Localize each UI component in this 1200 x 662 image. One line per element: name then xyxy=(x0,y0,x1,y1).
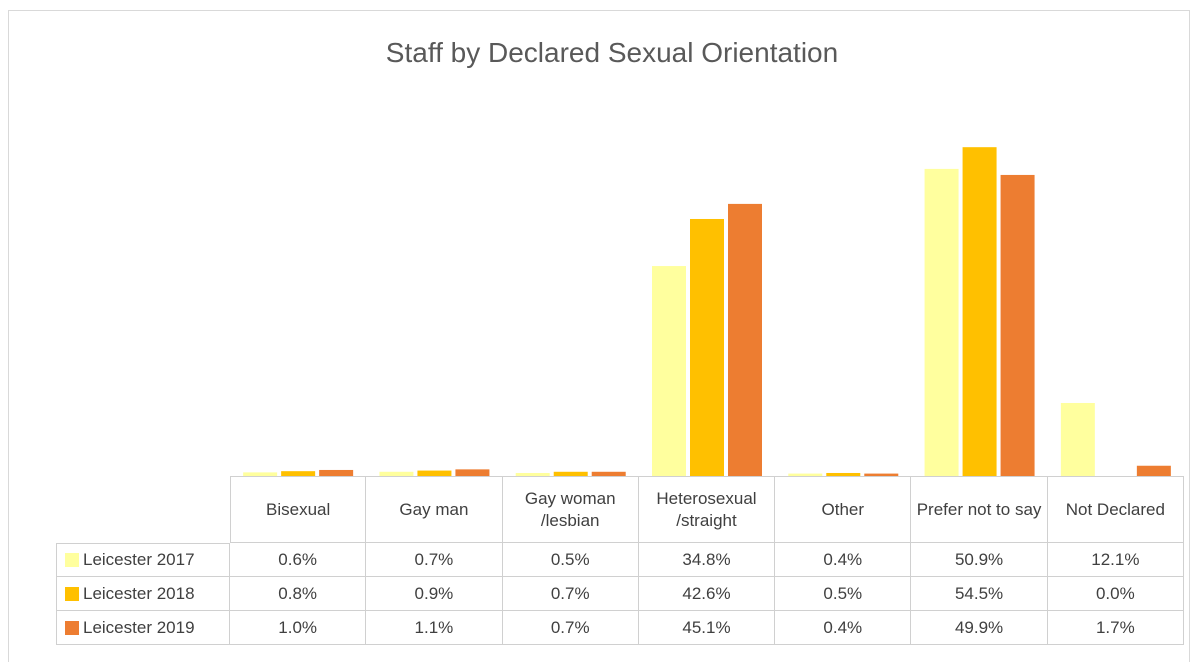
category-label: Heterosexual /straight xyxy=(638,476,776,543)
bar xyxy=(924,168,959,477)
value-label: 42.6% xyxy=(638,577,776,611)
category-label: Gay woman /lesbian xyxy=(502,476,639,543)
legend-swatch xyxy=(65,553,79,567)
bar xyxy=(962,147,997,476)
value-label: 0.4% xyxy=(775,611,912,645)
value-label: 50.9% xyxy=(911,543,1048,577)
bar xyxy=(455,469,490,476)
bar xyxy=(728,203,762,476)
legend-entry: Leicester 2018 xyxy=(56,577,230,611)
category-label: Not Declared xyxy=(1047,476,1184,543)
bar xyxy=(1060,402,1095,476)
bar xyxy=(243,472,278,476)
value-label: 0.8% xyxy=(230,577,367,611)
value-label: 0.9% xyxy=(366,577,503,611)
value-label: 1.0% xyxy=(230,611,367,645)
bar xyxy=(553,471,588,476)
value-label: 12.1% xyxy=(1047,543,1184,577)
legend-entry: Leicester 2019 xyxy=(56,611,230,645)
bar xyxy=(319,469,354,476)
bar xyxy=(281,471,316,476)
value-label: 0.6% xyxy=(230,543,367,577)
value-label: 1.7% xyxy=(1047,611,1184,645)
value-label: 1.1% xyxy=(366,611,503,645)
legend-label: Leicester 2019 xyxy=(83,617,195,637)
bar xyxy=(591,471,626,476)
bar xyxy=(864,473,899,476)
value-label: 0.5% xyxy=(775,577,912,611)
value-label: 34.8% xyxy=(638,543,776,577)
bar xyxy=(515,472,550,476)
value-label: 0.7% xyxy=(502,577,639,611)
value-label: 0.7% xyxy=(366,543,503,577)
value-label: 49.9% xyxy=(911,611,1048,645)
category-label: Other xyxy=(775,476,912,543)
legend-label: Leicester 2018 xyxy=(83,583,195,603)
value-label: 54.5% xyxy=(911,577,1048,611)
category-label: Bisexual xyxy=(230,476,367,543)
category-label: Prefer not to say xyxy=(911,476,1048,543)
bar xyxy=(788,473,823,476)
legend-swatch xyxy=(65,586,79,601)
bar xyxy=(652,266,686,476)
value-label: 0.0% xyxy=(1047,577,1184,611)
category-label: Gay man xyxy=(366,476,503,543)
value-label: 0.7% xyxy=(502,611,639,645)
chart-frame xyxy=(8,10,1190,662)
bar xyxy=(690,218,724,477)
legend-entry: Leicester 2017 xyxy=(56,543,230,577)
legend-swatch xyxy=(65,620,79,635)
bar xyxy=(417,470,452,476)
bar xyxy=(1136,465,1171,476)
bar xyxy=(826,472,861,476)
legend-label: Leicester 2017 xyxy=(83,550,195,570)
chart-title: Staff by Declared Sexual Orientation xyxy=(386,37,838,68)
value-label: 0.4% xyxy=(775,543,912,577)
bar xyxy=(379,471,414,476)
bar xyxy=(1000,174,1035,477)
value-label: 45.1% xyxy=(638,611,776,645)
value-label: 0.5% xyxy=(502,543,639,577)
